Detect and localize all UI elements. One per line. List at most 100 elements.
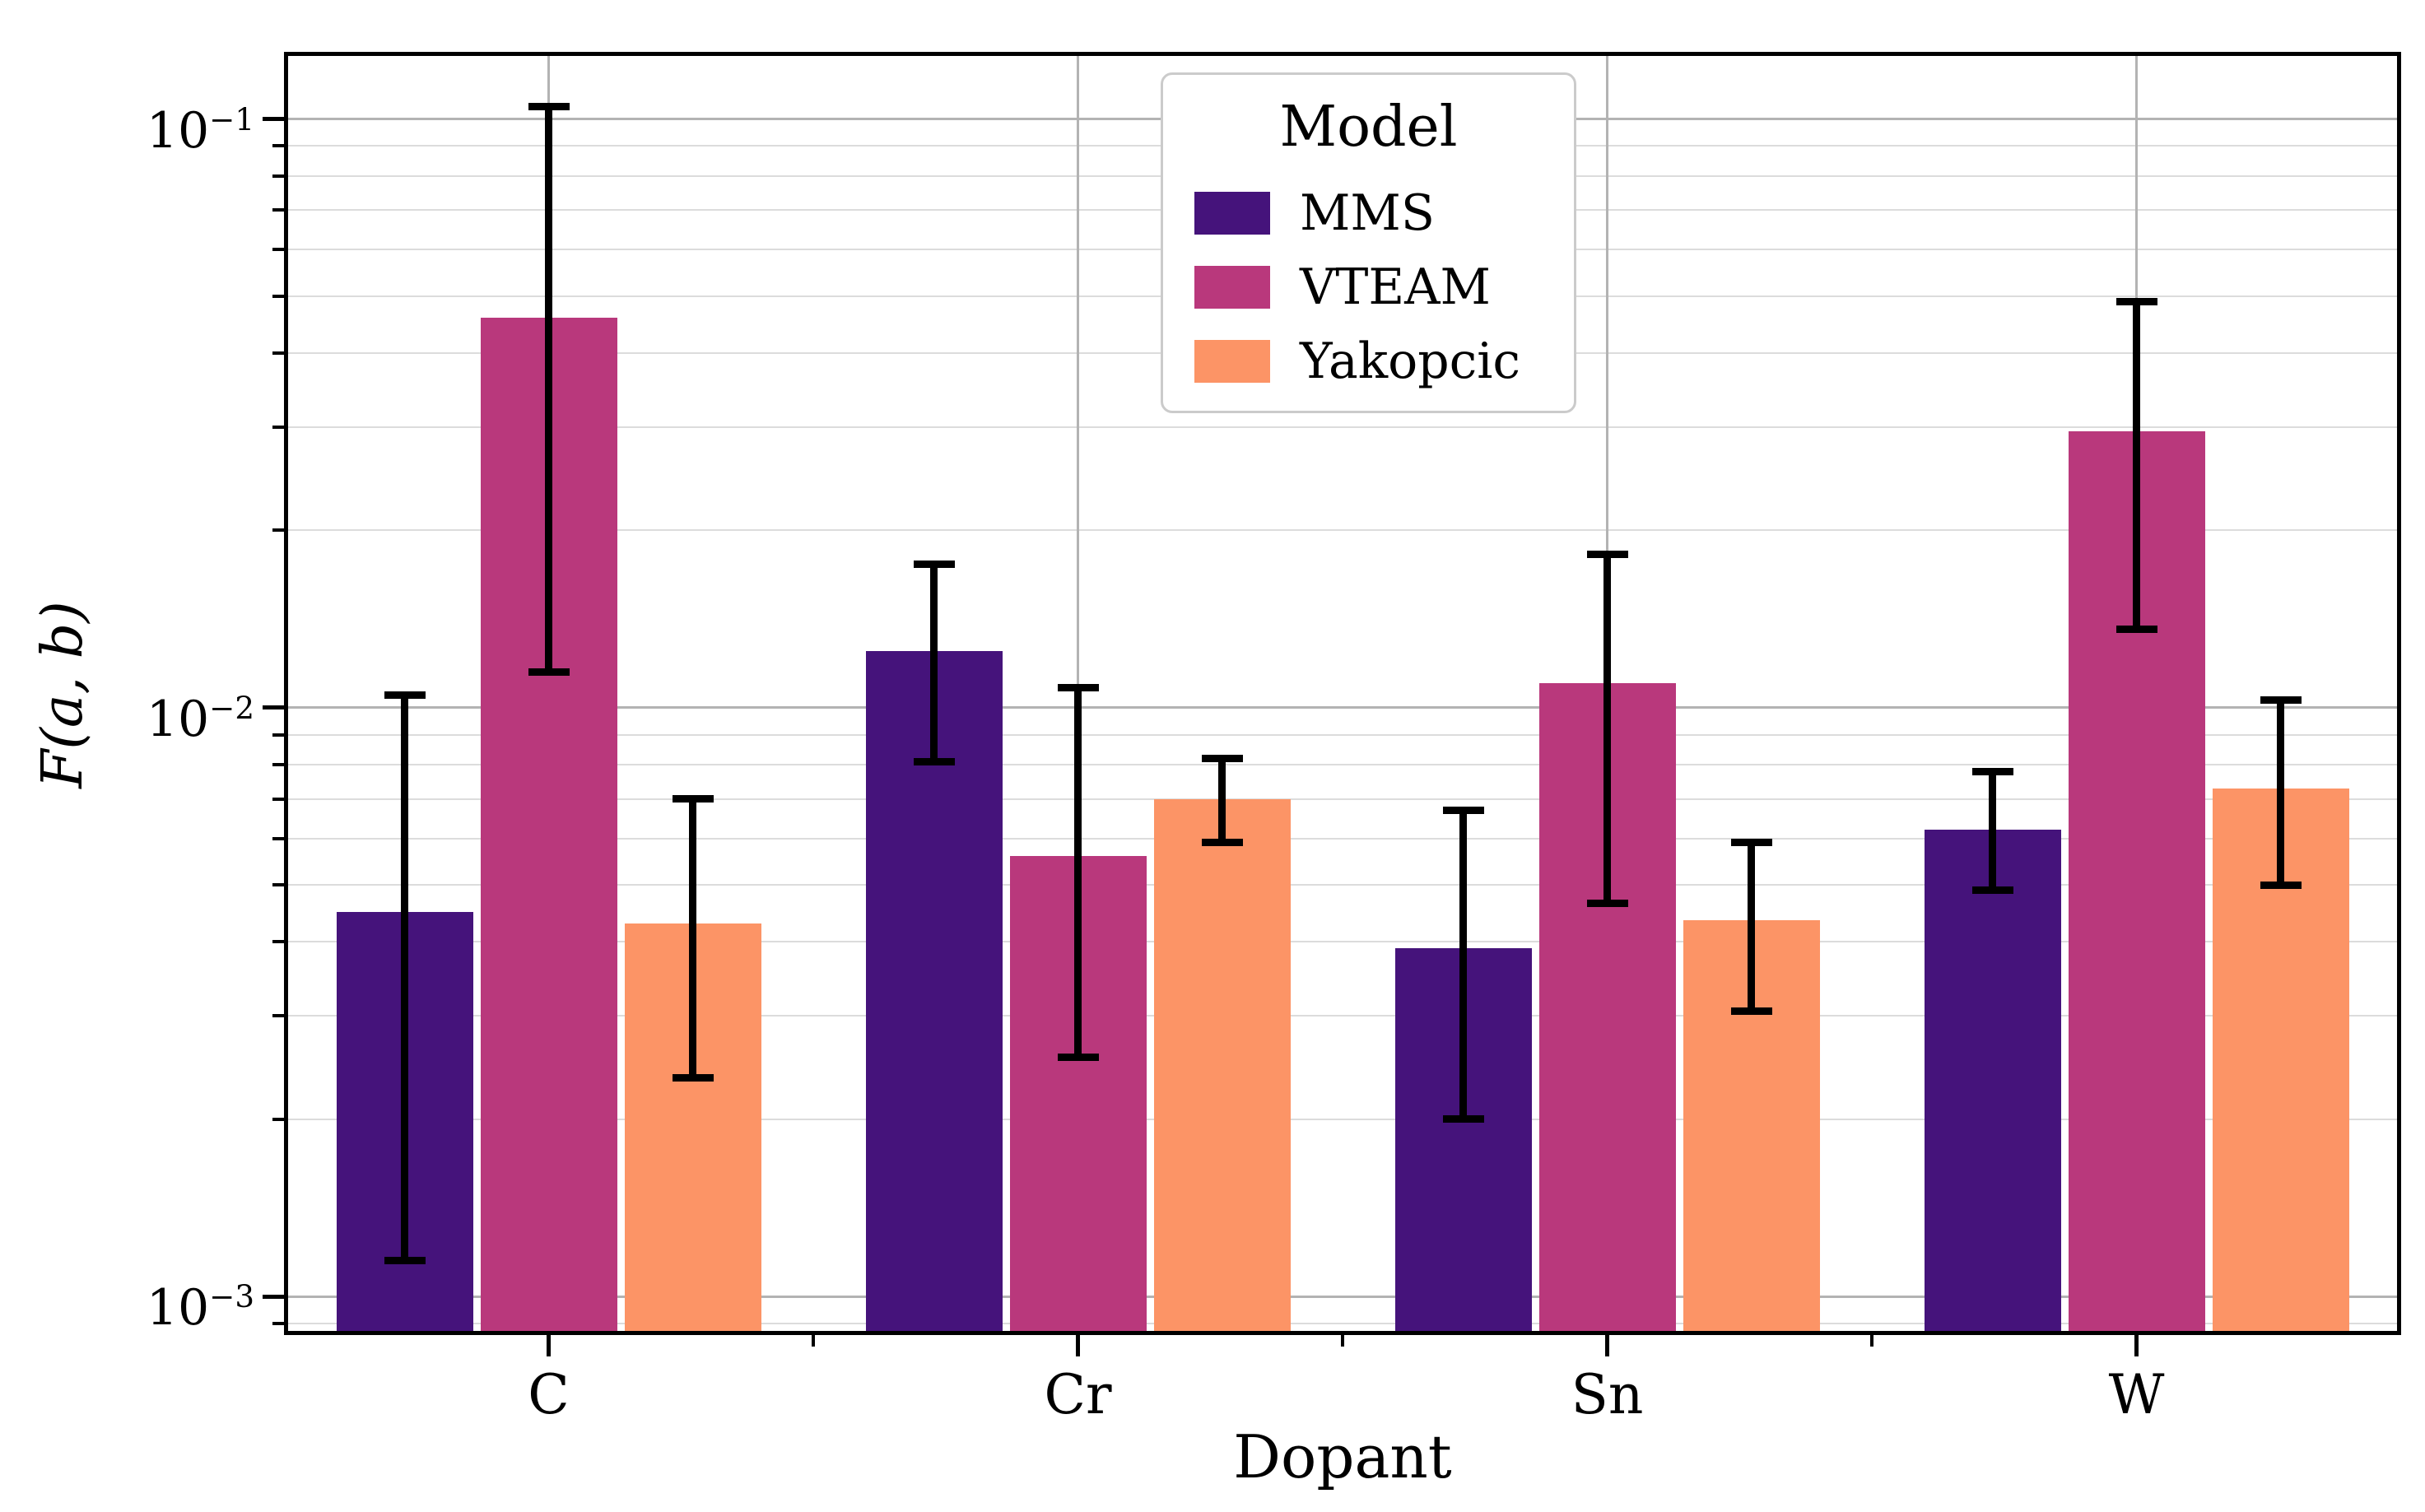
y-minor-tick bbox=[272, 733, 284, 737]
errorbar-MMS-Sn bbox=[1459, 810, 1467, 1119]
errorbar-cap-bottom-MMS-Cr bbox=[913, 757, 955, 765]
error-bars-layer bbox=[284, 52, 2401, 1335]
x-minor-tick bbox=[812, 1335, 815, 1347]
minor-gridline bbox=[284, 798, 2401, 800]
axes-spines bbox=[284, 52, 2401, 1335]
x-major-tick bbox=[1076, 1335, 1080, 1356]
y-minor-tick bbox=[272, 763, 284, 767]
y-minor-tick bbox=[272, 883, 284, 887]
x-axis-label: Dopant bbox=[1233, 1422, 1452, 1491]
legend: Model MMS VTEAM Yakopcic bbox=[1161, 72, 1576, 413]
x-minor-tick bbox=[1341, 1335, 1344, 1347]
errorbar-Yakopcic-C bbox=[689, 798, 696, 1078]
legend-label-VTEAM: VTEAM bbox=[1300, 258, 1491, 316]
y-minor-tick bbox=[272, 1117, 284, 1121]
errorbar-cap-bottom-Yakopcic-C bbox=[672, 1074, 714, 1082]
y-tick-label: 10−3 bbox=[146, 1278, 254, 1338]
errorbar-cap-top-Yakopcic-Cr bbox=[1201, 754, 1243, 762]
errorbar-VTEAM-Sn bbox=[1603, 554, 1611, 904]
errorbar-cap-top-VTEAM-Sn bbox=[1586, 551, 1628, 559]
errorbar-cap-top-MMS-W bbox=[1971, 767, 2013, 775]
y-tick-label: 10−1 bbox=[146, 100, 254, 160]
y-minor-tick bbox=[272, 294, 284, 298]
y-major-tick bbox=[263, 117, 284, 121]
errorbar-MMS-Cr bbox=[930, 564, 938, 762]
errorbar-cap-bottom-VTEAM-W bbox=[2115, 625, 2157, 633]
minor-gridline bbox=[284, 1118, 2401, 1120]
errorbar-MMS-C bbox=[401, 695, 408, 1261]
x-minor-tick bbox=[1870, 1335, 1873, 1347]
errorbar-Yakopcic-W bbox=[2277, 700, 2284, 886]
legend-title: Model bbox=[1279, 95, 1458, 160]
major-gridline bbox=[284, 1295, 2401, 1298]
errorbar-cap-top-VTEAM-W bbox=[2115, 297, 2157, 305]
errorbar-cap-bottom-VTEAM-C bbox=[528, 668, 570, 676]
legend-swatch-MMS bbox=[1194, 192, 1270, 235]
x-tick-label-Sn: Sn bbox=[1571, 1363, 1644, 1426]
major-gridline bbox=[284, 706, 2401, 709]
bar-Yakopcic-Cr bbox=[1153, 798, 1291, 1335]
errorbar-cap-top-Yakopcic-C bbox=[672, 795, 714, 803]
legend-label-MMS: MMS bbox=[1300, 184, 1435, 242]
x-major-tick bbox=[2134, 1335, 2139, 1356]
legend-swatch-VTEAM bbox=[1194, 266, 1270, 309]
errorbar-cap-top-VTEAM-Cr bbox=[1057, 684, 1099, 692]
errorbar-cap-top-MMS-C bbox=[384, 691, 426, 700]
errorbar-Yakopcic-Cr bbox=[1218, 758, 1226, 843]
errorbar-cap-top-VTEAM-C bbox=[528, 102, 570, 110]
errorbar-cap-bottom-MMS-C bbox=[384, 1257, 426, 1265]
y-axis-label: F(a, b) bbox=[30, 601, 95, 789]
errorbar-VTEAM-W bbox=[2133, 301, 2140, 630]
errorbar-cap-bottom-VTEAM-Sn bbox=[1586, 900, 1628, 908]
y-minor-tick bbox=[272, 174, 284, 178]
errorbar-MMS-W bbox=[1989, 771, 1996, 891]
minor-gridline bbox=[284, 529, 2401, 532]
errorbar-cap-bottom-MMS-W bbox=[1971, 886, 2013, 894]
y-minor-tick bbox=[272, 425, 284, 429]
y-tick-label: 10−2 bbox=[146, 689, 254, 748]
minor-gridline bbox=[284, 837, 2401, 840]
y-minor-tick bbox=[272, 1321, 284, 1325]
y-minor-tick bbox=[272, 940, 284, 944]
y-minor-tick bbox=[272, 836, 284, 840]
minor-gridline bbox=[284, 884, 2401, 886]
legend-label-Yakopcic: Yakopcic bbox=[1300, 333, 1521, 390]
errorbar-cap-bottom-Yakopcic-Cr bbox=[1201, 839, 1243, 847]
y-minor-tick bbox=[272, 351, 284, 356]
errorbar-cap-top-MMS-Sn bbox=[1442, 806, 1484, 814]
minor-gridline bbox=[284, 733, 2401, 736]
y-minor-tick bbox=[272, 208, 284, 212]
y-minor-tick bbox=[272, 144, 284, 148]
y-major-tick bbox=[263, 1294, 284, 1299]
y-minor-tick bbox=[272, 1013, 284, 1017]
minor-gridline bbox=[284, 1322, 2401, 1324]
legend-entries: MMS VTEAM Yakopcic bbox=[1163, 188, 1574, 386]
errorbar-Yakopcic-Sn bbox=[1748, 842, 1755, 1012]
minor-gridline bbox=[284, 426, 2401, 428]
legend-entry-VTEAM: VTEAM bbox=[1163, 263, 1574, 312]
x-major-tick bbox=[547, 1335, 551, 1356]
x-tick-label-Cr: Cr bbox=[1044, 1363, 1112, 1426]
x-tick-label-C: C bbox=[528, 1363, 570, 1426]
y-minor-tick bbox=[272, 797, 284, 801]
y-minor-tick bbox=[272, 528, 284, 533]
legend-swatch-Yakopcic bbox=[1194, 340, 1270, 383]
minor-gridline bbox=[284, 941, 2401, 943]
errorbar-cap-top-Yakopcic-Sn bbox=[1730, 839, 1772, 847]
y-minor-tick bbox=[272, 248, 284, 252]
errorbar-cap-bottom-MMS-Sn bbox=[1442, 1115, 1484, 1124]
bar-MMS-W bbox=[1924, 830, 2061, 1335]
errorbar-cap-bottom-Yakopcic-Sn bbox=[1730, 1007, 1772, 1016]
x-major-tick bbox=[1605, 1335, 1609, 1356]
minor-gridline bbox=[284, 764, 2401, 766]
errorbar-cap-bottom-VTEAM-Cr bbox=[1057, 1053, 1099, 1061]
legend-entry-Yakopcic: Yakopcic bbox=[1163, 337, 1574, 386]
y-major-tick bbox=[263, 705, 284, 710]
legend-entry-MMS: MMS bbox=[1163, 188, 1574, 238]
minor-gridline bbox=[284, 1014, 2401, 1017]
errorbar-cap-top-Yakopcic-W bbox=[2260, 696, 2302, 705]
errorbar-VTEAM-C bbox=[545, 106, 552, 672]
errorbar-cap-top-MMS-Cr bbox=[913, 561, 955, 569]
errorbar-VTEAM-Cr bbox=[1074, 687, 1082, 1058]
